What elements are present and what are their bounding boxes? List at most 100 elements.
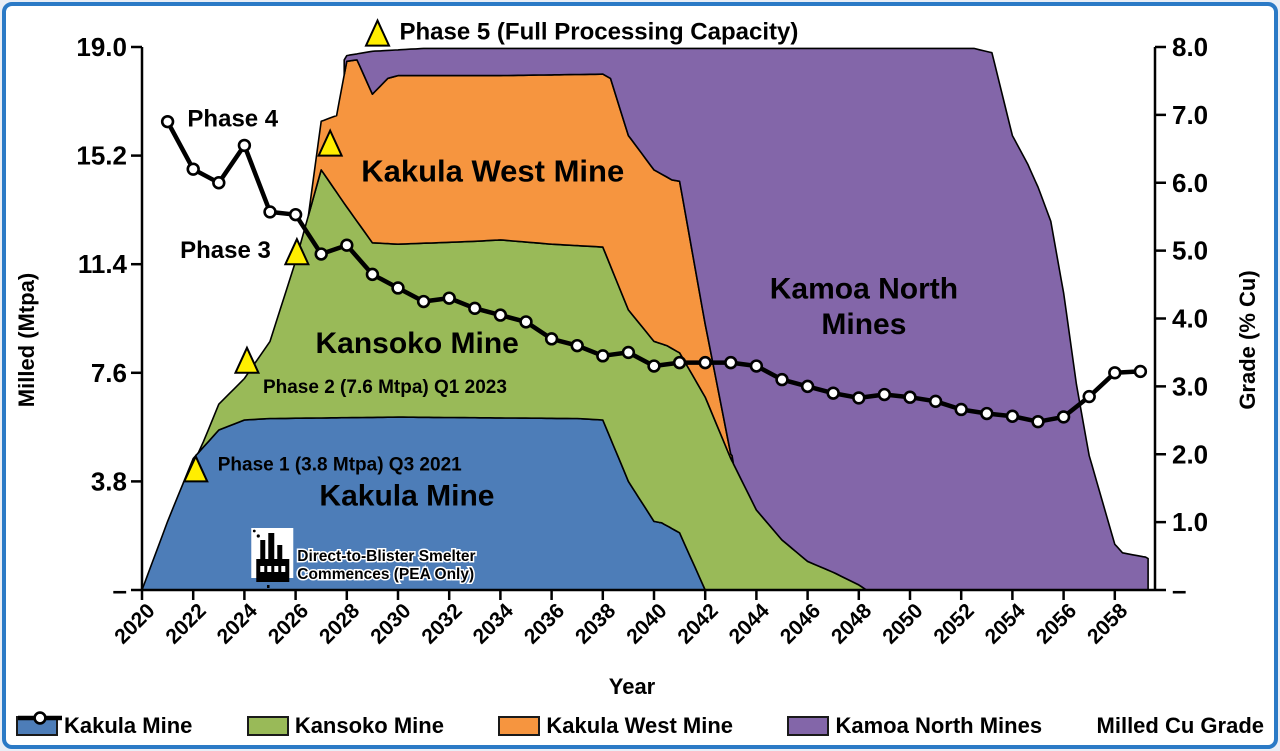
- right-tick-label: 2.0: [1172, 439, 1208, 469]
- phase-5-marker: [364, 18, 391, 47]
- legend-label-milled-cu-grade: Milled Cu Grade: [1096, 713, 1264, 738]
- grade-point: [288, 207, 303, 222]
- grade-point: [980, 406, 994, 421]
- grade-point: [160, 114, 175, 129]
- area-label-kakula-west-mine: Kakula West Mine: [361, 153, 624, 188]
- legend-label-kansoko-mine: Kansoko Mine: [294, 713, 444, 738]
- legend-item-kansoko-mine: Kansoko Mine: [246, 713, 444, 739]
- grade-point: [468, 301, 482, 316]
- x-tick-label: 2032: [417, 599, 466, 648]
- grade-point: [954, 402, 968, 417]
- left-axis-title: Milled (Mtpa): [14, 272, 39, 408]
- x-tick-label: 2030: [366, 599, 415, 648]
- grade-point: [647, 359, 661, 373]
- grade-point: [340, 238, 354, 252]
- x-tick-label: 2034: [469, 599, 519, 649]
- grade-point: [1005, 409, 1020, 423]
- x-tick-label: 2058: [1083, 599, 1133, 649]
- x-tick-label: 2050: [878, 599, 927, 648]
- grade-point: [1056, 410, 1071, 424]
- x-tick-label: 2052: [929, 599, 978, 648]
- grade-point: [493, 308, 508, 322]
- area-label-kamoa-north: Kamoa North: [770, 272, 958, 305]
- right-tick-label: 4.0: [1172, 304, 1208, 334]
- legend-item-kakula-mine: Kakula Mine: [16, 713, 192, 739]
- smelter-note-line1: Direct-to-Blister Smelter: [297, 548, 475, 565]
- right-tick-label: 3.0: [1172, 371, 1208, 401]
- legend-item-kakula-west-mine: Kakula West Mine: [498, 713, 733, 739]
- phase-3-marker: [283, 236, 310, 266]
- grade-point: [903, 390, 917, 404]
- phase-2-marker: [233, 345, 261, 374]
- phase-4-marker: [317, 128, 344, 157]
- legend-item-milled-cu-grade: Milled Cu Grade: [18, 711, 1264, 739]
- area-label-mines: Mines: [821, 308, 906, 341]
- grade-point: [416, 294, 431, 309]
- x-tick-label: 2056: [1032, 599, 1081, 648]
- area-label-kakula-mine: Kakula Mine: [319, 480, 494, 513]
- x-tick-label: 2026: [264, 599, 313, 648]
- x-tick-label: 2042: [673, 599, 722, 648]
- right-tick-label: 6.0: [1172, 168, 1208, 198]
- right-tick-label: 7.0: [1172, 100, 1208, 130]
- grade-point: [852, 391, 866, 405]
- x-tick-label: 2040: [622, 599, 671, 648]
- x-tick-label: 2038: [571, 599, 621, 649]
- left-tick-label: 3.8: [91, 466, 127, 496]
- right-tick-label: 1.0: [1172, 507, 1208, 537]
- grade-point: [621, 345, 636, 360]
- grade-point: [570, 338, 584, 353]
- area-label-kansoko-mine: Kansoko Mine: [316, 327, 519, 360]
- x-tick-label: 2054: [981, 599, 1031, 649]
- legend-line-marker-icon: [18, 711, 62, 725]
- grade-point: [775, 372, 789, 387]
- legend-swatch-kakula-west-mine: [498, 716, 541, 736]
- phase-4-label: Phase 4: [187, 106, 278, 133]
- left-tick-label: –: [113, 575, 127, 605]
- x-tick-label: 2028: [315, 599, 365, 649]
- left-tick-label: 11.4: [78, 249, 128, 279]
- legend-item-kamoa-north-mines: Kamoa North Mines: [787, 713, 1042, 739]
- grade-point: [1082, 389, 1096, 404]
- phase-5-label: Phase 5 (Full Processing Capacity): [400, 19, 799, 46]
- legend: Kakula Mine Kansoko Mine Kakula West Mine K…: [16, 709, 1264, 743]
- grade-point: [800, 379, 815, 394]
- phase-1-label: Phase 1 (3.8 Mtpa) Q3 2021: [218, 454, 462, 475]
- phase-3-label: Phase 3: [180, 237, 271, 264]
- x-tick-label: 2036: [520, 599, 569, 648]
- right-tick-label: 5.0: [1172, 236, 1208, 266]
- legend-label-kakula-mine: Kakula Mine: [64, 713, 193, 738]
- x-tick-label: 2044: [725, 599, 775, 649]
- phase-2-label: Phase 2 (7.6 Mtpa) Q1 2023: [263, 377, 507, 398]
- grade-point: [826, 386, 840, 400]
- x-tick-label: 2046: [776, 599, 825, 648]
- left-tick-label: 7.6: [91, 358, 127, 388]
- factory-icon: [252, 529, 290, 582]
- x-tick-label: 2024: [213, 599, 263, 649]
- grade-point: [237, 138, 252, 153]
- right-tick-label: –: [1172, 575, 1186, 605]
- grade-point: [442, 291, 456, 305]
- x-axis-title: Year: [608, 674, 656, 699]
- x-tick-label: 2048: [827, 599, 877, 649]
- grade-point: [519, 315, 533, 329]
- grade-point: [749, 359, 764, 373]
- phase-1-marker: [182, 454, 209, 483]
- legend-swatch-kamoa-north-mines: [787, 716, 830, 736]
- grade-point: [1108, 366, 1122, 380]
- grade-point: [724, 355, 738, 370]
- x-tick-label: 2020: [110, 599, 159, 648]
- grade-point: [698, 355, 712, 370]
- smelter-note-line2: Commences (PEA Only): [297, 566, 474, 583]
- legend-label-kamoa-north-mines: Kamoa North Mines: [835, 713, 1043, 738]
- x-tick-label: 2022: [161, 599, 210, 648]
- grade-point: [928, 394, 943, 409]
- grade-point: [391, 281, 405, 295]
- left-tick-label: 19.0: [76, 32, 127, 62]
- legend-swatch-kansoko-mine: [246, 716, 289, 736]
- grade-point: [212, 176, 226, 190]
- grade-point: [672, 355, 687, 370]
- grade-point: [596, 349, 610, 363]
